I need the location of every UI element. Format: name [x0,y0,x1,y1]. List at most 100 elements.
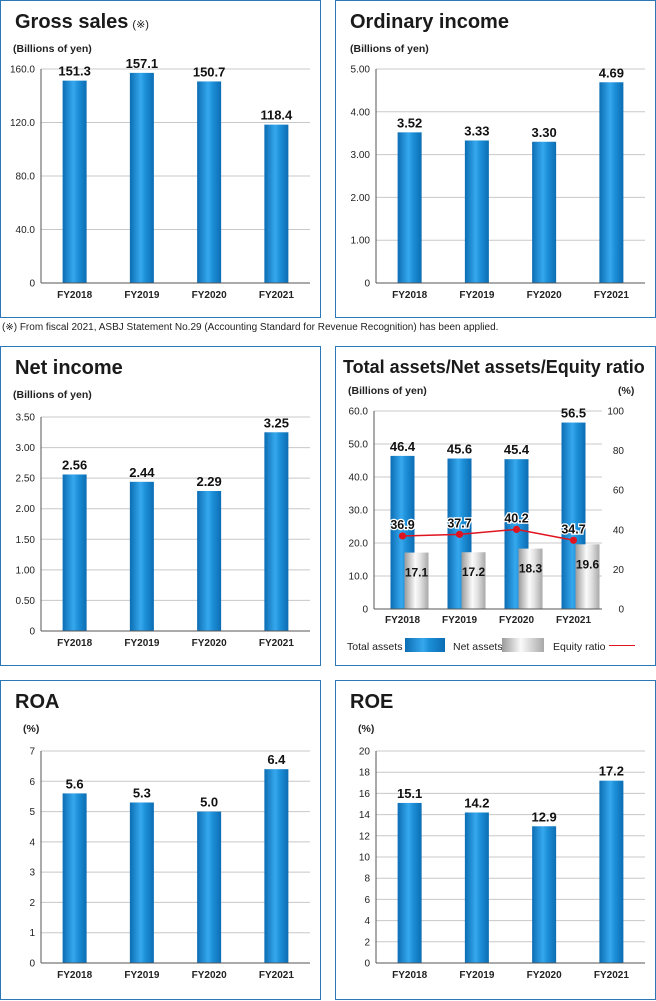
data-label: 2.56 [62,457,87,472]
data-label: 5.6 [66,776,84,791]
data-label-equity-ratio: 34.7 [561,522,585,536]
y-tick-label: 80.0 [16,172,36,183]
y-axis-unit: (%) [23,723,40,735]
x-tick-label: FY2020 [192,290,227,301]
bar [264,769,289,963]
panel-title: Net income [15,357,123,379]
ordinary-income-panel: Ordinary income (Billions of yen) 0 1.00 2… [335,0,656,318]
y-tick-label: 3.00 [16,443,36,454]
y-tick-label: 2.00 [16,504,36,515]
bar-net-assets [575,544,600,609]
roa-panel: ROA (%) 0 1 2 3 4 5 6 7 5.6 FY2018 5.3 FY2019 5.0 FY2… [0,680,321,1000]
bar-net-assets [518,548,543,609]
assets-equity-chart: 0 10.0 20.0 30.0 40.0 50.0 60.0 0 20 40 60 80 100 46.… [349,406,625,626]
legend-swatch-total-assets [405,638,445,652]
x-tick-label: FY2019 [442,615,477,626]
bar [62,793,87,963]
y-tick-label: 20.0 [349,539,369,550]
data-label: 3.52 [397,115,422,130]
data-label: 5.3 [133,785,151,800]
y-tick-label: 10 [359,853,371,864]
data-label: 3.30 [531,125,556,140]
data-label-total-assets: 45.4 [504,442,530,457]
assets-equity-panel: Total assets/Net assets/Equity ratio (Bi… [335,346,656,666]
bar [62,80,87,283]
x-tick-label: FY2018 [392,290,427,301]
data-label: 3.25 [264,415,289,430]
y-axis-unit-left: (Billions of yen) [348,385,427,397]
x-tick-label: FY2019 [459,970,494,981]
y-axis-unit: (%) [358,723,375,735]
y-tick-label: 0 [364,959,370,970]
data-label: 17.2 [599,764,624,779]
data-label: 15.1 [397,786,422,801]
data-label: 150.7 [193,64,226,79]
bar [62,474,87,631]
y-tick-label: 1.00 [351,236,371,247]
roe-panel: ROE (%) 0 2 4 6 8 10 12 14 16 18 20 15.1 FY2018 14.2 F… [335,680,656,1000]
y-right-tick-label: 40 [613,525,625,536]
x-tick-label: FY2021 [259,290,294,301]
net-income-chart: 0 0.50 1.00 1.50 2.00 2.50 3.00 3.50 2.56 FY2018 2… [16,413,310,649]
panel-title: Gross sales (※) [15,11,149,33]
data-label-equity-ratio: 37.7 [447,516,471,530]
y-tick-label: 0.50 [16,596,36,607]
equity-ratio-point [512,525,521,534]
y-tick-label: 1.50 [16,535,36,546]
y-tick-label: 4.00 [351,107,371,118]
x-tick-label: FY2021 [594,290,629,301]
y-tick-label: 40.0 [349,473,369,484]
data-label: 2.44 [129,465,155,480]
data-label: 4.69 [599,65,624,80]
data-label: 151.3 [58,64,91,79]
bar [129,72,154,283]
y-tick-label: 1 [29,928,35,939]
equity-ratio-line [402,528,574,542]
bar-net-assets [404,552,429,609]
gross-sales-chart: 0 40.0 80.0 120.0 160.0 151.3 FY2018 157.1 FY201… [10,56,310,301]
y-tick-label: 5 [29,807,35,818]
x-tick-label: FY2020 [192,638,227,649]
data-label: 14.2 [464,795,489,810]
y-tick-label: 6 [364,895,370,906]
y-tick-label: 4 [29,837,35,848]
y-tick-label: 0 [29,279,35,290]
y-right-tick-label: 20 [613,565,625,576]
x-tick-label: FY2018 [57,290,92,301]
data-label-total-assets: 45.6 [447,442,472,457]
legend-line-equity-ratio [609,645,635,646]
y-tick-label: 40.0 [16,225,36,236]
bar [397,132,422,283]
y-tick-label: 3 [29,868,35,879]
bar [532,141,557,283]
bar [464,140,489,283]
x-tick-label: FY2019 [124,290,159,301]
y-tick-label: 5.00 [351,65,371,76]
x-tick-label: FY2018 [385,615,420,626]
y-right-tick-label: 0 [618,605,624,616]
y-tick-label: 18 [359,768,371,779]
y-right-tick-label: 80 [613,446,625,457]
bar [129,802,154,963]
y-tick-label: 3.50 [16,413,36,424]
y-tick-label: 14 [359,810,371,821]
equity-ratio-point [398,532,407,540]
data-label-net-assets: 17.1 [405,566,429,580]
y-axis-unit: (Billions of yen) [13,389,92,401]
data-label-total-assets: 46.4 [390,439,416,454]
y-right-tick-label: 100 [607,407,624,418]
x-tick-label: FY2021 [594,970,629,981]
bar [129,481,154,631]
y-tick-label: 160.0 [10,65,35,76]
y-right-tick-label: 60 [613,486,625,497]
x-tick-label: FY2019 [459,290,494,301]
data-label: 12.9 [531,809,556,824]
x-tick-label: FY2018 [57,970,92,981]
data-label: 5.0 [200,795,218,810]
x-tick-label: FY2018 [392,970,427,981]
legend-label-net-assets: Net assets [453,641,503,653]
data-label: 118.4 [260,108,293,123]
y-tick-label: 16 [359,789,371,800]
y-tick-label: 60.0 [349,407,369,418]
data-label: 6.4 [267,752,286,767]
